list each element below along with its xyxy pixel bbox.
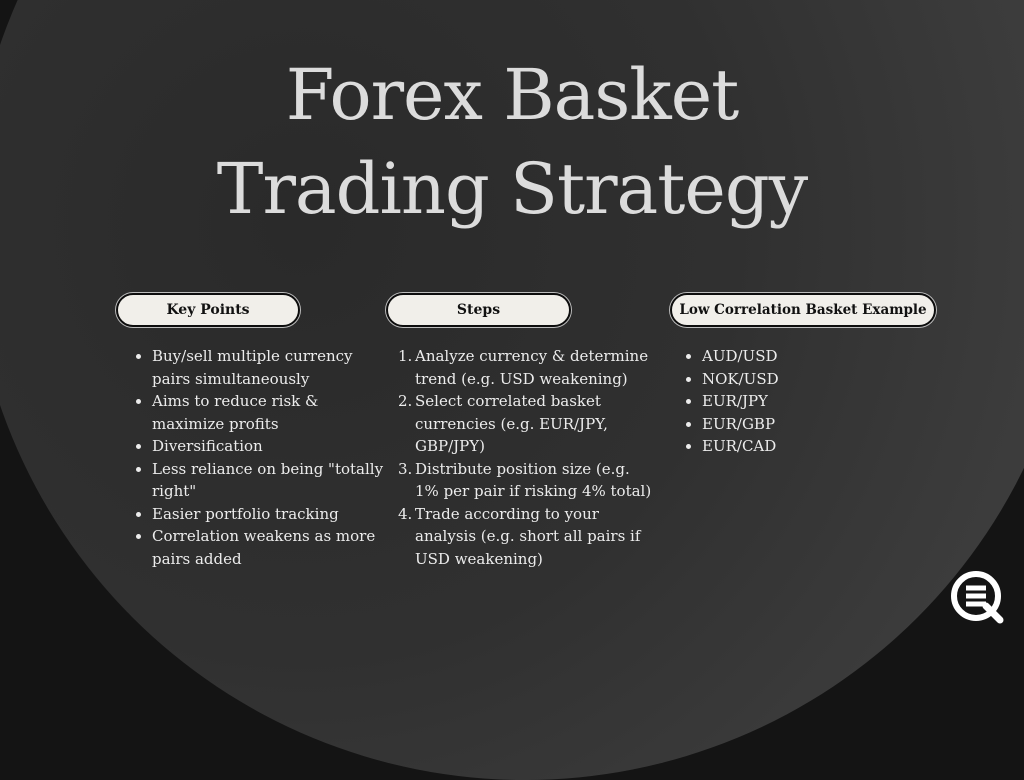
step-item: 1. Analyze currency & determine trend (e… xyxy=(398,345,658,390)
list-item: Correlation weakens as more pairs added xyxy=(134,525,384,570)
step-item: 2. Select correlated basket currencies (… xyxy=(398,390,658,458)
list-item: EUR/CAD xyxy=(684,435,884,458)
list-item: EUR/JPY xyxy=(684,390,884,413)
title-line-1: Forex Basket xyxy=(285,54,740,136)
step-text: Analyze currency & determine trend (e.g.… xyxy=(415,347,649,388)
step-item: 4. Trade according to your analysis (e.g… xyxy=(398,503,658,571)
list-item: Diversification xyxy=(134,435,384,458)
step-number: 3. xyxy=(398,459,413,478)
list-item: EUR/GBP xyxy=(684,413,884,436)
step-item: 3. Distribute position size (e.g. 1% per… xyxy=(398,458,658,503)
step-number: 1. xyxy=(398,347,413,365)
key-points-list: Buy/sell multiple currency pairs simulta… xyxy=(134,345,384,570)
list-item: Aims to reduce risk & maximize profits xyxy=(134,390,384,435)
brand-logo-icon xyxy=(951,571,1004,624)
basket-example-list: AUD/USD NOK/USD EUR/JPY EUR/GBP EUR/CAD xyxy=(684,345,884,458)
page-title: Forex Basket Trading Strategy xyxy=(0,48,1024,236)
list-item: Less reliance on being "totally right" xyxy=(134,458,384,503)
step-text: Trade according to your analysis (e.g. s… xyxy=(415,504,641,568)
step-text: Distribute position size (e.g. 1% per pa… xyxy=(415,459,652,501)
list-item: NOK/USD xyxy=(684,368,884,391)
list-item: Easier portfolio tracking xyxy=(134,503,384,526)
key-points-heading: Key Points xyxy=(116,293,300,327)
step-text: Select correlated basket currencies (e.g… xyxy=(415,392,608,455)
step-number: 4. xyxy=(398,504,413,523)
list-item: AUD/USD xyxy=(684,345,884,368)
title-line-2: Trading Strategy xyxy=(216,148,808,230)
steps-list: 1. Analyze currency & determine trend (e… xyxy=(398,345,658,570)
basket-example-heading: Low Correlation Basket Example xyxy=(670,293,936,327)
steps-heading: Steps xyxy=(386,293,571,327)
step-number: 2. xyxy=(398,392,413,410)
list-item: Buy/sell multiple currency pairs simulta… xyxy=(134,345,384,390)
